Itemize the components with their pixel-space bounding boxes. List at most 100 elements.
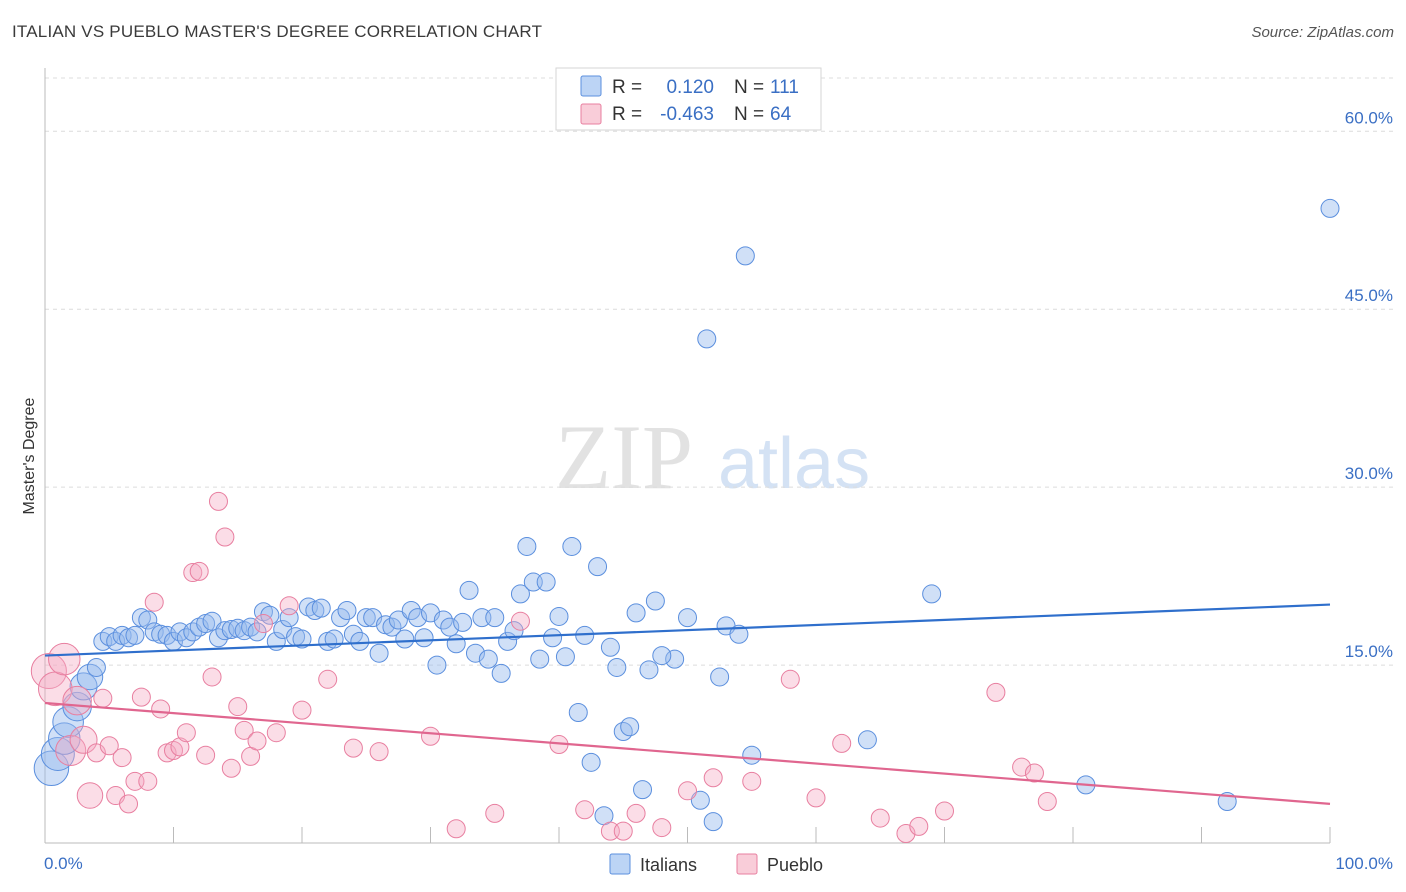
- pueblo-point: [228, 697, 248, 717]
- grid-lines: [45, 77, 1395, 666]
- stats-n-label-1: N =: [734, 77, 764, 98]
- legend-italians-swatch: [609, 853, 631, 875]
- italians-point: [562, 536, 582, 556]
- italians-point: [427, 655, 447, 675]
- pueblo-point: [742, 771, 762, 791]
- pueblo-point: [202, 667, 222, 687]
- stats-n-label-2: N =: [734, 104, 764, 125]
- italians-point: [440, 617, 460, 637]
- italians-point: [735, 246, 755, 266]
- stats-n-value-1: 111: [770, 77, 799, 98]
- stats-r-value-1: 0.120: [666, 77, 714, 98]
- chart-title: ITALIAN VS PUEBLO MASTER'S DEGREE CORREL…: [12, 22, 543, 41]
- italians-point: [857, 730, 877, 750]
- pueblo-point: [652, 818, 672, 838]
- pueblo-point: [170, 737, 190, 757]
- pueblo-point: [196, 745, 216, 765]
- italians-point: [465, 643, 485, 663]
- italians-point: [414, 628, 434, 648]
- pueblo-point: [30, 652, 67, 690]
- italians-point: [600, 637, 620, 657]
- pueblo-point: [208, 491, 228, 511]
- pueblo-point: [935, 801, 954, 821]
- italians-point: [76, 663, 104, 691]
- italians-point: [690, 790, 710, 810]
- pueblo-point: [221, 758, 241, 778]
- watermark: ZIP atlas: [555, 406, 870, 508]
- pueblo-point: [575, 800, 595, 820]
- pueblo-point: [703, 768, 723, 788]
- italians-point: [125, 625, 145, 645]
- italians-point: [665, 649, 685, 669]
- italians-point: [510, 584, 530, 604]
- stats-r-label-1: R =: [612, 77, 642, 98]
- italians-point: [626, 603, 646, 623]
- pueblo-point: [343, 738, 363, 758]
- italians-point: [504, 621, 524, 641]
- italians-point: [742, 745, 762, 765]
- pueblo-point: [119, 794, 139, 814]
- pueblo-point: [832, 733, 852, 753]
- italians-point: [292, 629, 312, 649]
- pueblo-point: [144, 592, 164, 612]
- pueblo-point: [318, 669, 338, 689]
- pueblo-point: [99, 736, 119, 756]
- pueblo-point: [266, 723, 286, 743]
- y-tick-label: 15.0%: [1345, 642, 1393, 661]
- italians-point: [633, 780, 653, 800]
- pueblo-trend-line: [44, 701, 1331, 805]
- y-tick-label: 30.0%: [1345, 464, 1393, 483]
- legend-pueblo-swatch: [736, 853, 758, 875]
- pueblo-point: [62, 685, 92, 716]
- pueblo-point: [510, 611, 530, 631]
- pueblo-point: [870, 808, 890, 828]
- italians-point: [922, 584, 942, 604]
- pueblo-point: [780, 669, 800, 689]
- pueblo-point: [183, 563, 203, 583]
- italians-point: [729, 624, 749, 644]
- pueblo-point: [164, 740, 183, 760]
- italians-point: [543, 628, 563, 648]
- axes: 15.0% 30.0% 45.0% 60.0% 0.0% 100.0%: [44, 68, 1393, 873]
- italians-point: [189, 617, 209, 637]
- italians-point: [433, 610, 453, 630]
- pueblo-point: [93, 688, 113, 708]
- pueblo-point: [112, 748, 132, 768]
- pueblo-point: [234, 720, 254, 740]
- italians-swatch: [580, 75, 602, 97]
- y-axis-label: Master's Degree: [21, 397, 38, 514]
- pueblo-point: [806, 788, 826, 808]
- italians-point: [40, 737, 75, 772]
- italians-point: [645, 591, 665, 611]
- italians-point: [369, 643, 389, 663]
- stats-n-value-2: 64: [770, 104, 792, 125]
- italians-point: [138, 610, 158, 630]
- italians-point: [639, 660, 659, 680]
- pueblo-point: [131, 687, 151, 707]
- pueblo-point: [48, 642, 81, 676]
- pueblo-point: [292, 700, 312, 720]
- pueblo-point: [151, 699, 171, 719]
- pueblo-point: [215, 527, 235, 547]
- italians-point: [453, 612, 473, 632]
- italians-point: [620, 717, 640, 737]
- pueblo-point: [176, 723, 196, 743]
- italians-point: [350, 631, 370, 651]
- pueblo-point: [76, 782, 104, 809]
- italians-point: [555, 647, 575, 667]
- pueblo-point: [1024, 763, 1044, 783]
- italians-point: [395, 629, 415, 649]
- italians-point: [382, 617, 402, 637]
- pueblo-point: [189, 561, 209, 581]
- italians-point: [710, 667, 730, 687]
- italians-point: [517, 536, 537, 556]
- x-tick-label-min: 0.0%: [44, 854, 83, 873]
- italians-point: [388, 610, 408, 630]
- pueblo-point: [613, 821, 633, 841]
- italians-point: [491, 663, 511, 683]
- pueblo-point: [247, 731, 267, 751]
- pueblo-point: [253, 614, 273, 634]
- pueblo-points: [30, 491, 1057, 844]
- pueblo-point: [626, 803, 646, 823]
- legend-pueblo-label: Pueblo: [767, 855, 823, 875]
